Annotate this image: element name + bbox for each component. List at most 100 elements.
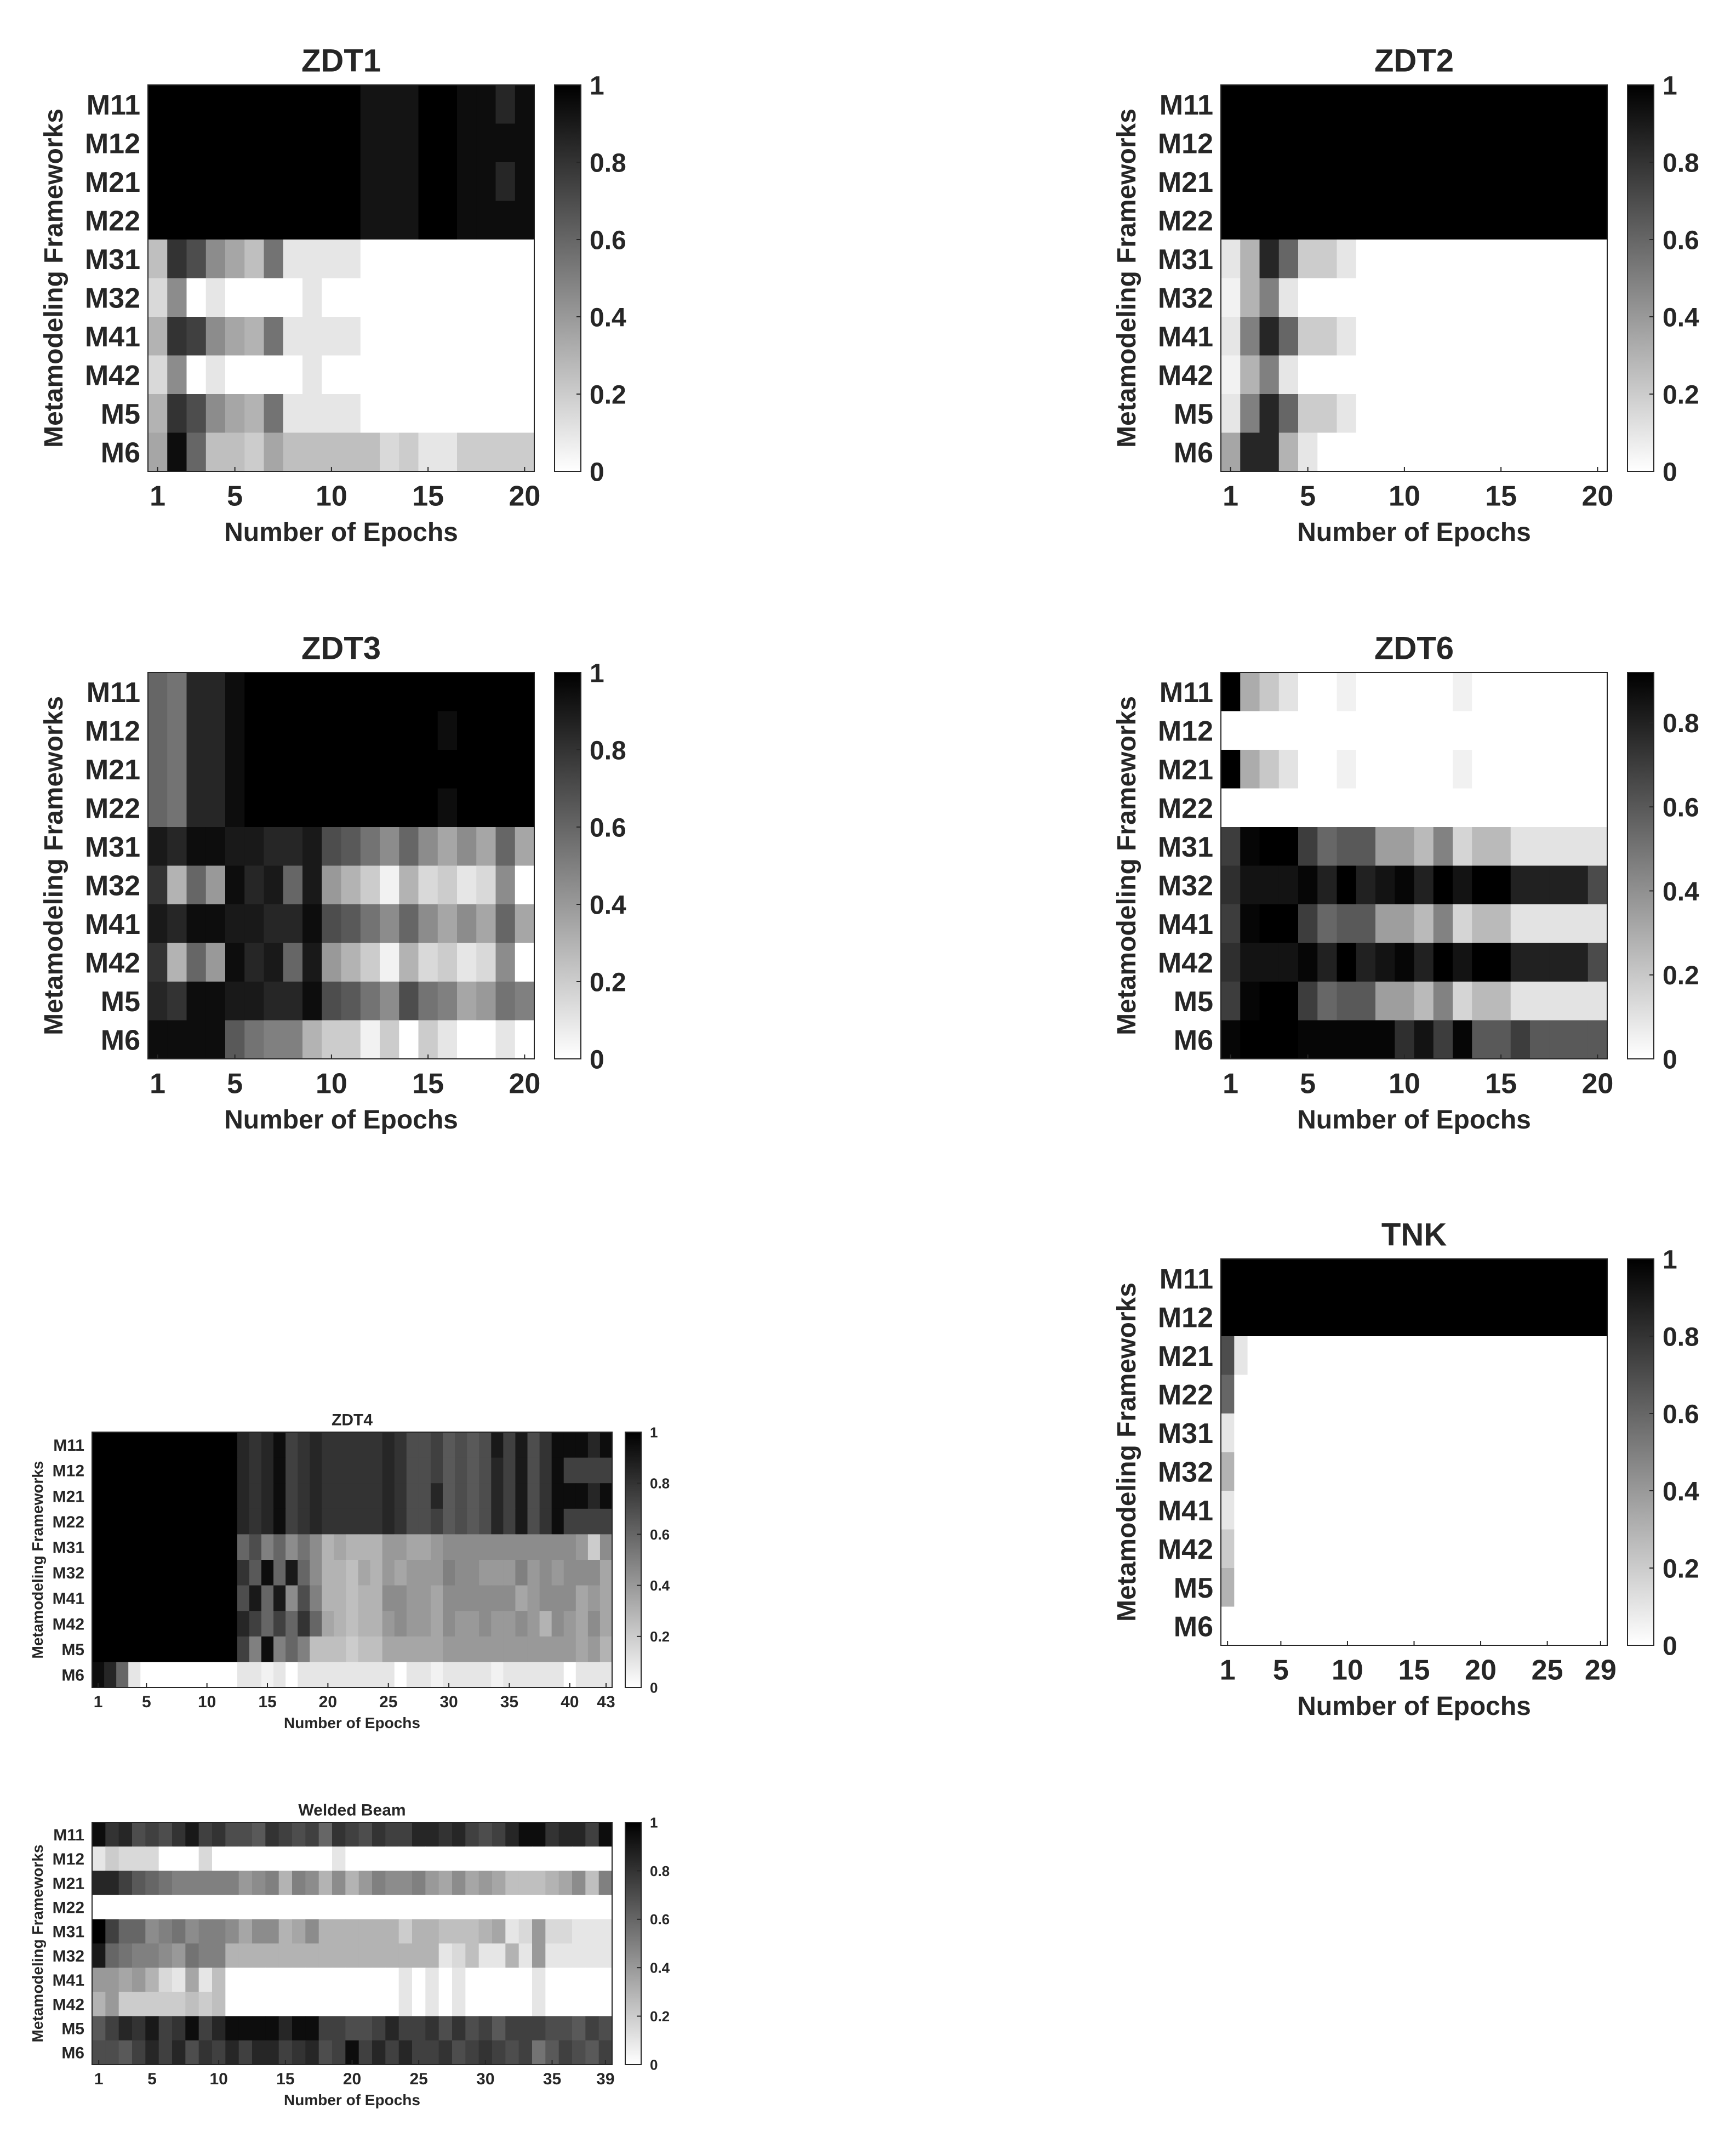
heatmap-cell — [587, 1457, 601, 1484]
heatmap-cell — [298, 1560, 310, 1586]
heatmap-cell — [437, 317, 458, 356]
heatmap-cell — [1447, 1568, 1461, 1607]
heatmap-cell — [503, 1636, 516, 1662]
heatmap-cell — [1287, 1529, 1301, 1569]
heatmap-cell — [273, 1560, 286, 1586]
heatmap-cell — [1298, 394, 1318, 434]
heatmap-cell — [1380, 1413, 1395, 1453]
heatmap-cell — [172, 1895, 186, 1920]
heatmap-cell — [598, 1968, 613, 1992]
heatmap-cell — [1337, 317, 1357, 356]
heatmap-cell — [1540, 1375, 1555, 1414]
row-tick-label: M41 — [1158, 909, 1213, 940]
heatmap-cell — [425, 1919, 439, 1944]
row-tick-label: M31 — [1158, 831, 1213, 863]
heatmap-cell — [341, 85, 361, 124]
heatmap-cell — [128, 1662, 141, 1688]
heatmap-cell — [249, 1560, 262, 1586]
heatmap-cell — [128, 1508, 141, 1535]
heatmap-cell — [167, 943, 187, 982]
heatmap-cell — [1395, 240, 1415, 279]
heatmap-cell — [1221, 1297, 1235, 1337]
heatmap-cell — [318, 1822, 333, 1847]
heatmap-cell — [198, 1919, 213, 1944]
heatmap-cell — [1510, 201, 1531, 240]
heatmap-cell — [237, 1560, 250, 1586]
heatmap-cell — [158, 1895, 173, 1920]
heatmap-cell — [495, 672, 516, 712]
heatmap-cell — [1434, 1452, 1448, 1491]
heatmap-cell — [425, 2040, 439, 2065]
heatmap-cell — [1221, 750, 1241, 789]
row-tick-label: M6 — [1174, 1611, 1213, 1643]
heatmap-cell — [1433, 672, 1453, 712]
heatmap-cell — [539, 1636, 552, 1662]
heatmap-cell — [503, 1483, 516, 1509]
heatmap-cell — [318, 1992, 333, 2017]
heatmap-cell — [457, 750, 477, 789]
heatmap-cell — [1527, 1606, 1541, 1646]
heatmap-cell — [252, 1895, 266, 1920]
heatmap-cell — [1568, 827, 1589, 867]
heatmap-cell — [1420, 1452, 1435, 1491]
heatmap-cell — [1274, 1375, 1288, 1414]
heatmap-cell — [1530, 904, 1550, 944]
heatmap-cell — [322, 1585, 334, 1611]
heatmap-cell — [1587, 394, 1608, 434]
colorbar-tick-label: 0.6 — [1663, 1400, 1699, 1429]
heatmap-cell — [252, 2040, 266, 2065]
heatmap-cell — [1337, 201, 1357, 240]
x-tick-label: 29 — [1585, 1654, 1617, 1686]
heatmap-cell — [158, 1871, 173, 1896]
heatmap-cell — [491, 1534, 504, 1560]
heatmap-cell — [252, 1846, 266, 1871]
heatmap-cell — [322, 317, 342, 356]
heatmap-cell — [1278, 123, 1299, 163]
heatmap-cell — [1433, 394, 1453, 434]
heatmap-cell — [310, 1636, 322, 1662]
heatmap-cell — [491, 1560, 504, 1586]
heatmap-cell — [205, 865, 226, 905]
heatmap-cell — [189, 1457, 202, 1484]
heatmap-cell — [1472, 240, 1492, 279]
heatmap-cell — [476, 750, 496, 789]
heatmap-cell — [437, 201, 458, 240]
heatmap-cell — [532, 1992, 546, 2017]
x-tick-label: 1 — [1223, 480, 1238, 512]
heatmap-cell — [467, 1611, 479, 1637]
heatmap-cell — [1474, 1375, 1488, 1414]
heatmap-cell — [1433, 827, 1453, 867]
heatmap-cell — [261, 1636, 274, 1662]
heatmap-cell — [1394, 1606, 1408, 1646]
heatmap-cell — [443, 1508, 455, 1535]
heatmap-cell — [385, 1943, 399, 1968]
colorbar-tick-label: 0 — [590, 1045, 604, 1074]
heatmap-cell — [1317, 394, 1338, 434]
heatmap-cell — [1354, 1259, 1368, 1298]
plot-frame — [147, 84, 535, 472]
heatmap-cell — [1414, 85, 1434, 124]
heatmap-cell — [412, 1822, 426, 1847]
heatmap-cell — [1337, 982, 1357, 1021]
heatmap-cell — [167, 788, 187, 828]
heatmap-cell — [1407, 1606, 1421, 1646]
heatmap-cell — [92, 1560, 105, 1586]
heatmap-cell — [385, 2016, 399, 2041]
heatmap-cell — [476, 1020, 496, 1059]
heatmap-cell — [399, 750, 419, 789]
heatmap-cell — [322, 1432, 334, 1458]
heatmap-cell — [1474, 1529, 1488, 1569]
heatmap-cell — [572, 1846, 586, 1871]
heatmap-cell — [346, 1508, 359, 1535]
heatmap-cell — [244, 85, 265, 124]
heatmap-cell — [1420, 1606, 1435, 1646]
heatmap-cell — [298, 1585, 310, 1611]
heatmap-cell — [551, 1508, 564, 1535]
heatmap-cell — [558, 1895, 573, 1920]
heatmap-cell — [532, 1919, 546, 1944]
heatmap-cell — [443, 1534, 455, 1560]
heatmap-cell — [515, 162, 535, 202]
heatmap-cell — [1472, 904, 1492, 944]
heatmap-cell — [503, 1457, 516, 1484]
heatmap-cell — [1587, 827, 1608, 867]
